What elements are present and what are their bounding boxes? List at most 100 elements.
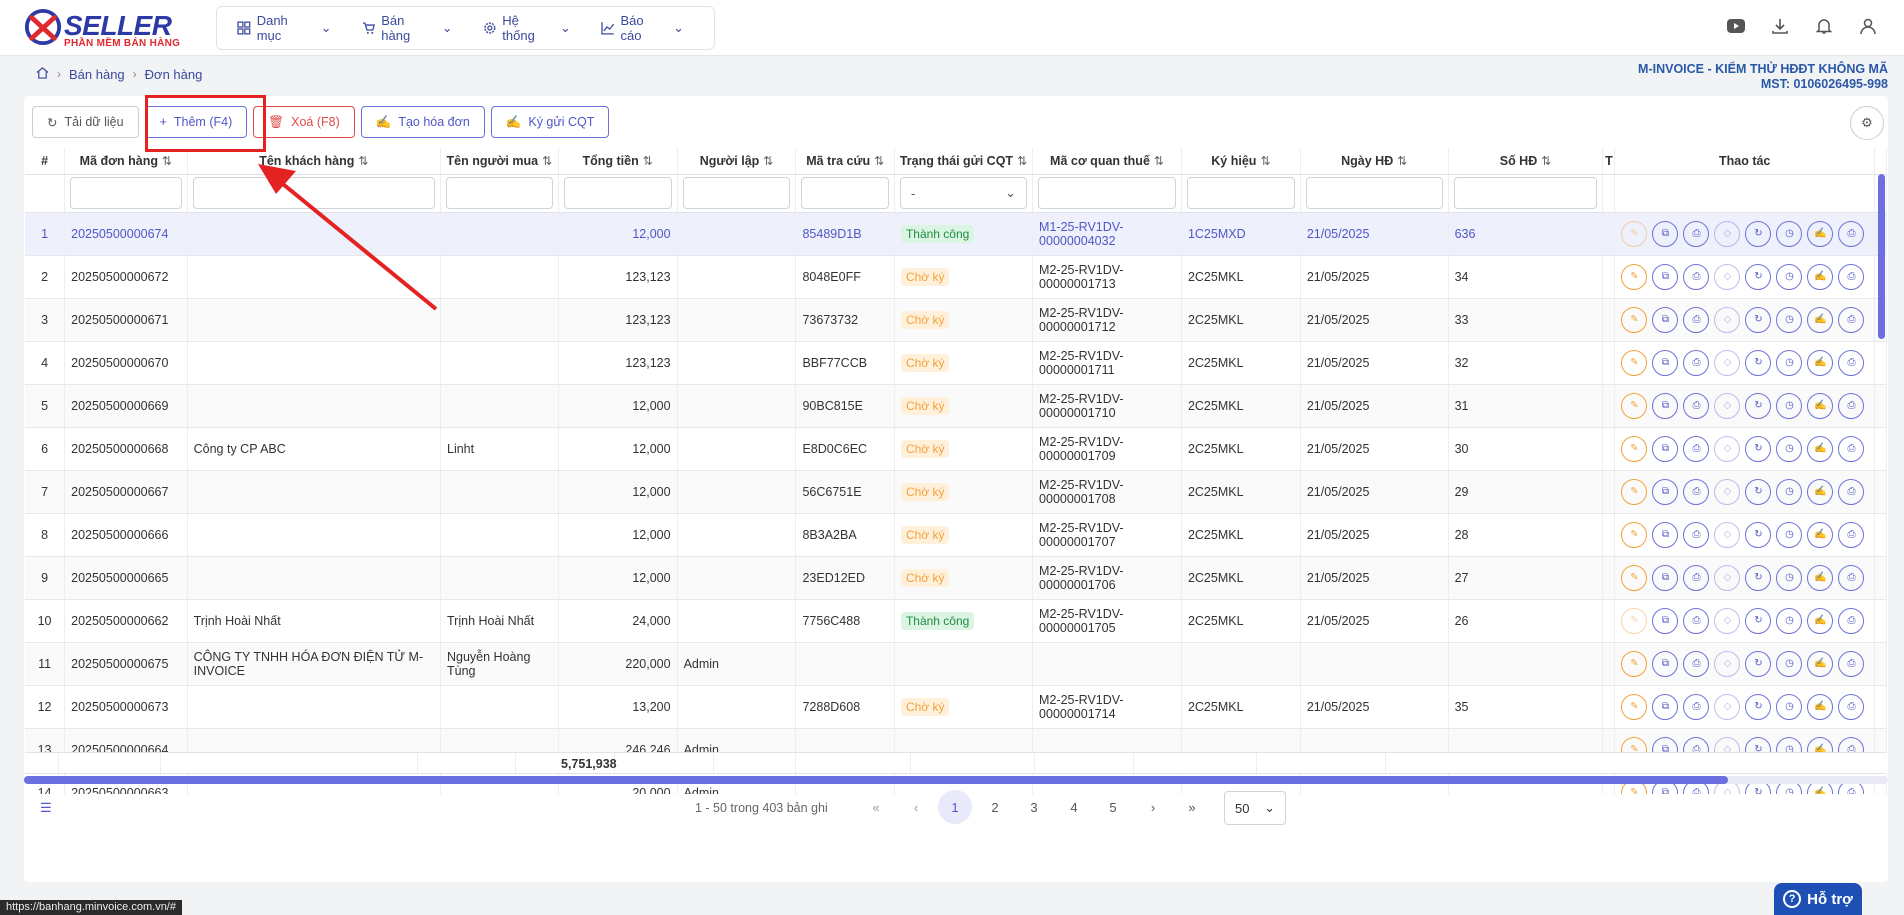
filter-creator-input[interactable] — [682, 177, 791, 209]
refresh-icon[interactable]: ↻ — [1745, 306, 1772, 333]
user-icon[interactable] — [1856, 14, 1880, 38]
table-row[interactable]: 2 20250500000672 123,123 8048E0FF Chờ ký M2-2… — [25, 255, 1887, 299]
bell-icon[interactable] — [1812, 14, 1836, 38]
edit-icon[interactable]: ✎ — [1621, 564, 1648, 591]
table-row[interactable]: 11 20250500000675 CÔNG TY TNHH HÓA ĐƠN ĐIỆ… — [25, 642, 1887, 686]
menu-ban-hang[interactable]: Bán hàng ⌄ — [362, 13, 453, 43]
clock-icon[interactable]: ◷ — [1776, 349, 1803, 376]
sign-icon[interactable]: ✍ — [1807, 392, 1834, 419]
col-buyer[interactable]: Tên người mua ⇅ — [440, 148, 559, 175]
page-2-button[interactable]: 2 — [991, 799, 999, 815]
clock-icon[interactable]: ◷ — [1776, 392, 1803, 419]
refresh-icon[interactable]: ↻ — [1745, 521, 1772, 548]
copy-icon[interactable]: ⧉ — [1652, 349, 1679, 376]
col-date[interactable]: Ngày HĐ ⇅ — [1300, 148, 1449, 175]
filter-number-input[interactable] — [1453, 177, 1598, 209]
print-icon[interactable]: ⎙ — [1838, 650, 1865, 677]
refresh-icon[interactable]: ↻ — [1745, 435, 1772, 462]
menu-danh-muc[interactable]: Danh mục ⌄ — [237, 13, 332, 43]
refresh-icon[interactable]: ↻ — [1745, 650, 1772, 677]
help-button[interactable]: ? Hỗ trợ — [1774, 883, 1862, 915]
menu-bao-cao[interactable]: Báo cáo ⌄ — [601, 13, 684, 43]
print-icon[interactable]: ⎙ — [1838, 521, 1865, 548]
youtube-icon[interactable] — [1724, 14, 1748, 38]
filter-total-input[interactable] — [563, 177, 672, 209]
print-icon[interactable]: ⎙ — [1838, 564, 1865, 591]
tag-icon[interactable]: ◇ — [1714, 564, 1741, 591]
table-row[interactable]: 1 20250500000674 12,000 85489D1B Thành công M… — [25, 212, 1887, 256]
tag-icon[interactable]: ◇ — [1714, 392, 1741, 419]
page-5-button[interactable]: 5 — [1109, 799, 1117, 815]
tag-icon[interactable]: ◇ — [1714, 263, 1741, 290]
print-icon[interactable]: ⎙ — [1838, 220, 1865, 247]
prev-page-button[interactable]: ‹ — [913, 799, 919, 815]
tag-icon[interactable]: ◇ — [1714, 607, 1741, 634]
print-icon[interactable]: ⎙ — [1683, 263, 1710, 290]
print-icon[interactable]: ⎙ — [1683, 607, 1710, 634]
delete-button[interactable]: 🗑 Xoá (F8) — [253, 106, 355, 138]
copy-icon[interactable]: ⧉ — [1652, 306, 1679, 333]
refresh-icon[interactable]: ↻ — [1745, 607, 1772, 634]
edit-icon[interactable]: ✎ — [1621, 650, 1648, 677]
print-icon[interactable]: ⎙ — [1838, 349, 1865, 376]
tag-icon[interactable]: ◇ — [1714, 693, 1741, 720]
edit-icon[interactable]: ✎ — [1621, 392, 1648, 419]
copy-icon[interactable]: ⧉ — [1652, 650, 1679, 677]
filter-symbol-input[interactable] — [1186, 177, 1295, 209]
sign-icon[interactable]: ✍ — [1807, 263, 1834, 290]
edit-icon[interactable]: ✎ — [1621, 478, 1648, 505]
horizontal-scrollbar[interactable] — [24, 776, 1888, 784]
print-icon[interactable]: ⎙ — [1838, 693, 1865, 720]
col-lookup[interactable]: Mã tra cứu ⇅ — [795, 148, 895, 175]
edit-icon[interactable]: ✎ — [1621, 607, 1648, 634]
table-row[interactable]: 3 20250500000671 123,123 73673732 Chờ ký M2-2… — [25, 298, 1887, 342]
table-row[interactable]: 5 20250500000669 12,000 90BC815E Chờ ký M2-25… — [25, 384, 1887, 428]
filter-buyer-input[interactable] — [446, 177, 553, 209]
clock-icon[interactable]: ◷ — [1776, 263, 1803, 290]
refresh-icon[interactable]: ↻ — [1745, 693, 1772, 720]
edit-icon[interactable]: ✎ — [1621, 349, 1648, 376]
list-icon[interactable]: ☰ — [40, 800, 52, 815]
print-icon[interactable]: ⎙ — [1683, 650, 1710, 677]
page-1-button[interactable]: 1 — [938, 790, 972, 824]
refresh-icon[interactable]: ↻ — [1745, 220, 1772, 247]
consign-button[interactable]: ✍ Ký gửi CQT — [490, 106, 610, 138]
tag-icon[interactable]: ◇ — [1714, 306, 1741, 333]
breadcrumb-ban-hang[interactable]: Bán hàng — [69, 66, 125, 82]
sign-icon[interactable]: ✍ — [1807, 349, 1834, 376]
print-icon[interactable]: ⎙ — [1683, 564, 1710, 591]
table-row[interactable]: 4 20250500000670 123,123 BBF77CCB Chờ ký M2-2… — [25, 341, 1887, 385]
print-icon[interactable]: ⎙ — [1683, 392, 1710, 419]
col-symbol[interactable]: Ký hiệu ⇅ — [1181, 148, 1301, 175]
copy-icon[interactable]: ⧉ — [1652, 521, 1679, 548]
print-icon[interactable]: ⎙ — [1838, 607, 1865, 634]
edit-icon[interactable]: ✎ — [1621, 521, 1648, 548]
clock-icon[interactable]: ◷ — [1776, 435, 1803, 462]
create-invoice-button[interactable]: ✍ Tạo hóa đơn — [360, 106, 485, 138]
clock-icon[interactable]: ◷ — [1776, 521, 1803, 548]
clock-icon[interactable]: ◷ — [1776, 564, 1803, 591]
page-3-button[interactable]: 3 — [1030, 799, 1038, 815]
filter-tax-code-input[interactable] — [1038, 177, 1176, 209]
copy-icon[interactable]: ⧉ — [1652, 263, 1679, 290]
copy-icon[interactable]: ⧉ — [1652, 564, 1679, 591]
table-row[interactable]: 12 20250500000673 13,200 7288D608 Chờ ký M2-2… — [25, 685, 1887, 729]
clock-icon[interactable]: ◷ — [1776, 650, 1803, 677]
tag-icon[interactable]: ◇ — [1714, 478, 1741, 505]
refresh-icon[interactable]: ↻ — [1745, 263, 1772, 290]
refresh-icon[interactable]: ↻ — [1745, 564, 1772, 591]
clock-icon[interactable]: ◷ — [1776, 607, 1803, 634]
filter-customer-input[interactable] — [192, 177, 435, 209]
sign-icon[interactable]: ✍ — [1807, 435, 1834, 462]
edit-icon[interactable]: ✎ — [1621, 693, 1648, 720]
sign-icon[interactable]: ✍ — [1807, 220, 1834, 247]
clock-icon[interactable]: ◷ — [1776, 693, 1803, 720]
col-creator[interactable]: Người lập ⇅ — [677, 148, 797, 175]
tag-icon[interactable]: ◇ — [1714, 220, 1741, 247]
scroll-thumb[interactable] — [24, 776, 1728, 784]
page-4-button[interactable]: 4 — [1070, 799, 1078, 815]
sign-icon[interactable]: ✍ — [1807, 564, 1834, 591]
print-icon[interactable]: ⎙ — [1683, 306, 1710, 333]
clock-icon[interactable]: ◷ — [1776, 306, 1803, 333]
print-icon[interactable]: ⎙ — [1683, 693, 1710, 720]
